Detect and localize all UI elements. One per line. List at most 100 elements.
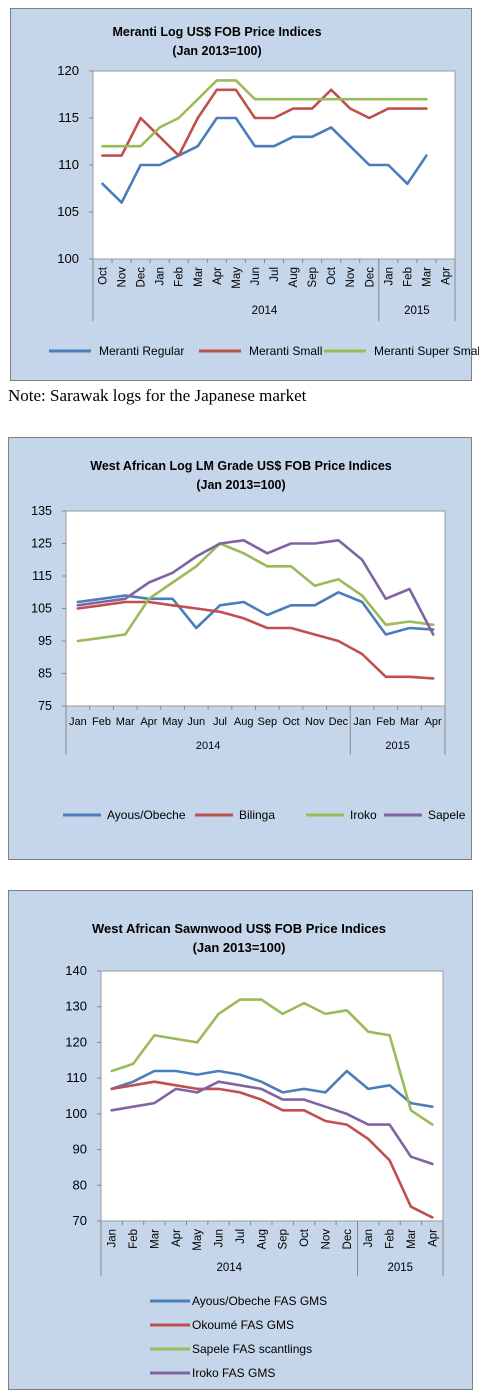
chart2-series-line-4 — [76, 539, 435, 636]
chart2-xtick-label: Jun — [187, 716, 205, 728]
chart3-title: West African Sawnwood US$ FOB Price Indi… — [92, 921, 386, 936]
chart3-xtick-label: Dec — [342, 1229, 354, 1250]
chart1-series-line-2 — [101, 88, 428, 157]
chart1-xtick-label: Nov — [345, 267, 357, 288]
chart2-ytick-label: 125 — [31, 537, 52, 551]
chart3-xtick-label: Apr — [171, 1229, 183, 1247]
chart2-xtick-label: May — [162, 716, 183, 728]
chart1-xtick-label: Sep — [307, 267, 319, 287]
chart2-ytick-label: 135 — [31, 504, 52, 518]
chart2-ytick-label: 105 — [31, 602, 52, 616]
chart2-panel: West African Log LM Grade US$ FOB Price … — [8, 437, 472, 860]
chart3-ytick-label: 90 — [73, 1142, 87, 1157]
chart1-year-label: 2014 — [252, 305, 278, 317]
chart2-xtick-label: Feb — [376, 716, 395, 728]
chart1-series-line-1 — [101, 116, 428, 204]
chart1-xtick-label: Oct — [98, 266, 110, 285]
chart3-ytick-label: 120 — [65, 1034, 87, 1049]
chart3-ytick-label: 110 — [66, 1070, 87, 1085]
chart1-note: Note: Sarawak logs for the Japanese mark… — [8, 386, 307, 405]
chart2-legend-label: Bilinga — [239, 808, 275, 822]
chart1-ytick-label: 115 — [58, 110, 79, 125]
chart1-ytick-label: 120 — [57, 63, 79, 78]
chart1-legend-label: Meranti Small — [249, 344, 322, 358]
chart3-series-line-1 — [110, 1069, 434, 1108]
chart2-xtick-label: Dec — [329, 716, 349, 728]
chart1-xtick-label: Oct — [326, 266, 338, 285]
chart1-xtick-label: Apr — [440, 267, 452, 285]
chart1-series-line-3 — [101, 79, 428, 148]
chart2-ytick-label: 85 — [38, 667, 52, 681]
chart1-svg: Meranti Log US$ FOB Price Indices (Jan 20… — [49, 25, 479, 358]
chart2-series-line-2 — [76, 600, 435, 680]
chart2-ytick-label: 95 — [38, 634, 52, 648]
chart2-xtick-label: Mar — [116, 716, 135, 728]
chart3-series-line-4 — [110, 1080, 434, 1166]
chart1-ytick-label: 105 — [57, 204, 79, 219]
chart2-xtick-label: Aug — [234, 716, 254, 728]
chart2-xtick-label: Apr — [140, 716, 157, 728]
chart3-ytick-label: 80 — [73, 1177, 87, 1192]
chart3-ytick-label: 70 — [73, 1213, 87, 1228]
chart3-xtick-label: Jan — [107, 1229, 119, 1248]
chart3-ytick-label: 130 — [65, 999, 87, 1014]
chart3-subtitle: (Jan 2013=100) — [193, 940, 286, 955]
chart2-year-label: 2015 — [385, 740, 409, 752]
chart1-year-label: 2015 — [404, 305, 430, 317]
chart2-svg: West African Log LM Grade US$ FOB Price … — [31, 459, 466, 822]
chart2-xtick-label: Apr — [425, 716, 442, 728]
chart3-xtick-label: Mar — [406, 1229, 418, 1249]
chart2-xtick-label: Jul — [213, 716, 227, 728]
chart1-xtick-label: Dec — [136, 267, 148, 288]
chart1-xtick-label: Nov — [117, 267, 129, 288]
chart1-ytick-label: 100 — [57, 251, 79, 266]
chart1-xtick-label: Mar — [421, 267, 433, 287]
chart3-plot-area — [100, 970, 444, 1222]
chart2-legend-label: Iroko — [350, 808, 377, 822]
chart2-title: West African Log LM Grade US$ FOB Price … — [90, 459, 392, 473]
chart2-ytick-label: 115 — [32, 569, 52, 583]
chart1-title: Meranti Log US$ FOB Price Indices — [112, 25, 321, 39]
chart2-series-line-1 — [76, 591, 435, 636]
chart3-ytick-label: 100 — [65, 1106, 87, 1121]
chart1-xtick-label: Feb — [174, 267, 186, 287]
chart2-xtick-label: Mar — [400, 716, 419, 728]
chart1-xtick-label: May — [231, 267, 243, 289]
chart2-xtick-label: Feb — [92, 716, 111, 728]
chart3-legend-label: Ayous/Obeche FAS GMS — [192, 1294, 327, 1308]
chart1-panel: Meranti Log US$ FOB Price Indices (Jan 20… — [10, 8, 479, 381]
chart1-xtick-label: Mar — [193, 267, 205, 287]
chart3-xtick-label: Sep — [278, 1229, 290, 1249]
chart3-xtick-label: Feb — [128, 1229, 140, 1249]
chart3-year-label: 2015 — [387, 1262, 413, 1274]
chart3-xtick-label: Mar — [149, 1229, 161, 1249]
chart3-ytick-label: 140 — [65, 963, 87, 978]
chart3-xtick-label: Nov — [320, 1229, 332, 1250]
chart3-xtick-label: Aug — [256, 1229, 268, 1249]
chart3-legend-label: Sapele FAS scantlings — [192, 1342, 312, 1356]
chart1-subtitle: (Jan 2013=100) — [172, 44, 261, 58]
chart3-xtick-label: Oct — [299, 1228, 311, 1247]
chart2-xtick-label: Nov — [305, 716, 325, 728]
chart1-legend-label: Meranti Super Small — [374, 344, 479, 358]
chart3-legend-label: Okoumé FAS GMS — [192, 1318, 294, 1332]
chart3-panel: West African Sawnwood US$ FOB Price Indi… — [8, 890, 473, 1390]
chart2-legend-label: Sapele — [428, 808, 466, 822]
chart1-xtick-label: Jan — [383, 267, 395, 286]
chart1-xtick-label: Dec — [364, 267, 376, 288]
chart1-legend-label: Meranti Regular — [99, 344, 184, 358]
chart1-xtick-label: Jun — [250, 267, 262, 286]
chart3-series-line-3 — [110, 998, 434, 1126]
chart2-ytick-label: 75 — [38, 699, 52, 713]
chart1-xtick-label: Jul — [269, 267, 281, 282]
chart3-xtick-label: Apr — [427, 1229, 439, 1247]
chart2-xtick-label: Sep — [258, 716, 278, 728]
chart1-xtick-label: Aug — [288, 267, 300, 287]
chart2-subtitle: (Jan 2013=100) — [196, 478, 285, 492]
chart3-xtick-label: May — [192, 1229, 204, 1251]
chart3-year-label: 2014 — [216, 1262, 242, 1274]
chart1-xtick-label: Apr — [212, 267, 224, 285]
chart2-xtick-label: Jan — [69, 716, 87, 728]
chart3-series-line-2 — [110, 1080, 434, 1219]
chart1-xtick-label: Feb — [402, 267, 414, 287]
